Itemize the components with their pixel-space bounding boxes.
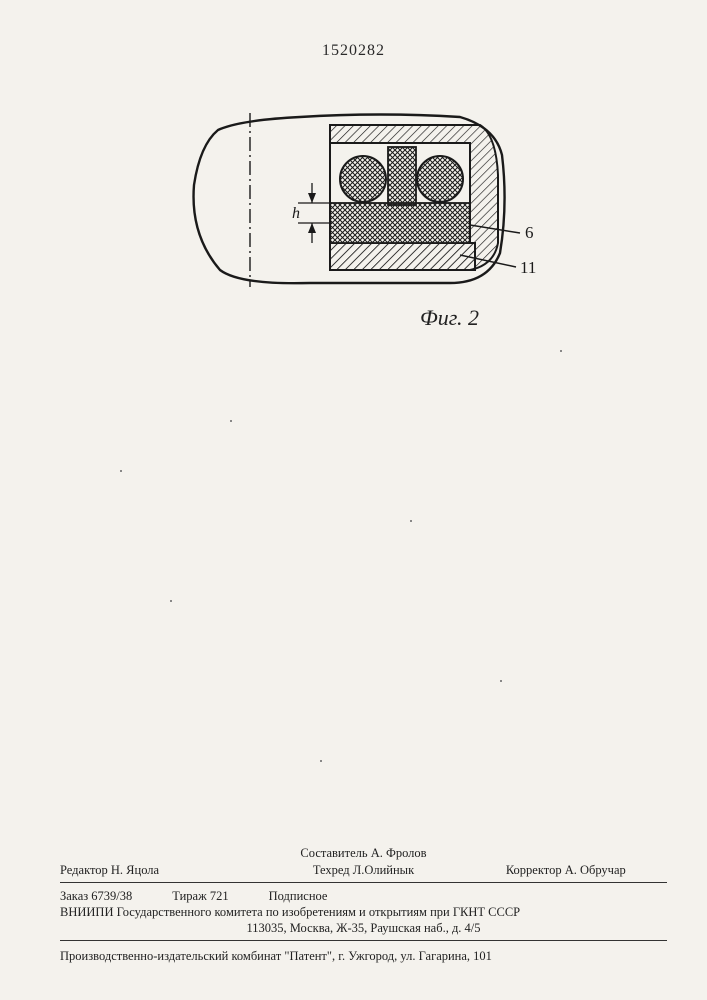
- speck: [230, 420, 232, 422]
- oring-left: [340, 156, 386, 202]
- speck: [500, 680, 502, 682]
- figure-caption: Фиг. 2: [420, 305, 479, 331]
- address-text: 113035, Москва, Ж-35, Раушская наб., д. …: [60, 920, 667, 936]
- credits-block: Составитель А. Фролов Редактор Н. Яцола …: [60, 846, 667, 964]
- dimension-h-label: h: [292, 205, 300, 222]
- tirazh-text: Тираж 721: [172, 889, 228, 904]
- speck: [320, 760, 322, 762]
- divider-1: [60, 882, 667, 883]
- speck: [170, 600, 172, 602]
- speck: [120, 470, 122, 472]
- patent-page: 1520282: [0, 0, 707, 1000]
- order-text: Заказ 6739/38: [60, 889, 132, 904]
- divider-2: [60, 940, 667, 941]
- corrector-text: Корректор А. Обручар: [465, 863, 667, 878]
- podpisnoe-text: Подписное: [269, 889, 328, 904]
- seal-base: [330, 203, 470, 243]
- oring-right: [417, 156, 463, 202]
- dimension-h: h: [292, 183, 332, 243]
- editor-text: Редактор Н. Яцола: [60, 863, 262, 878]
- svg-text:6: 6: [525, 223, 534, 242]
- speck: [560, 350, 562, 352]
- org-text: ВНИИПИ Государственного комитета по изоб…: [60, 904, 667, 920]
- composer-line: Составитель А. Фролов: [60, 846, 667, 861]
- speck: [410, 520, 412, 522]
- inner-ring-section: [330, 243, 475, 270]
- print-text: Производственно-издательский комбинат "П…: [60, 945, 667, 964]
- figure-svg: h 6 11: [180, 95, 540, 325]
- seal-pillar: [388, 147, 416, 205]
- techred-text: Техред Л.Олийнык: [262, 863, 464, 878]
- svg-text:11: 11: [520, 258, 536, 277]
- patent-number: 1520282: [0, 42, 707, 60]
- figure-2: h 6 11: [180, 95, 540, 325]
